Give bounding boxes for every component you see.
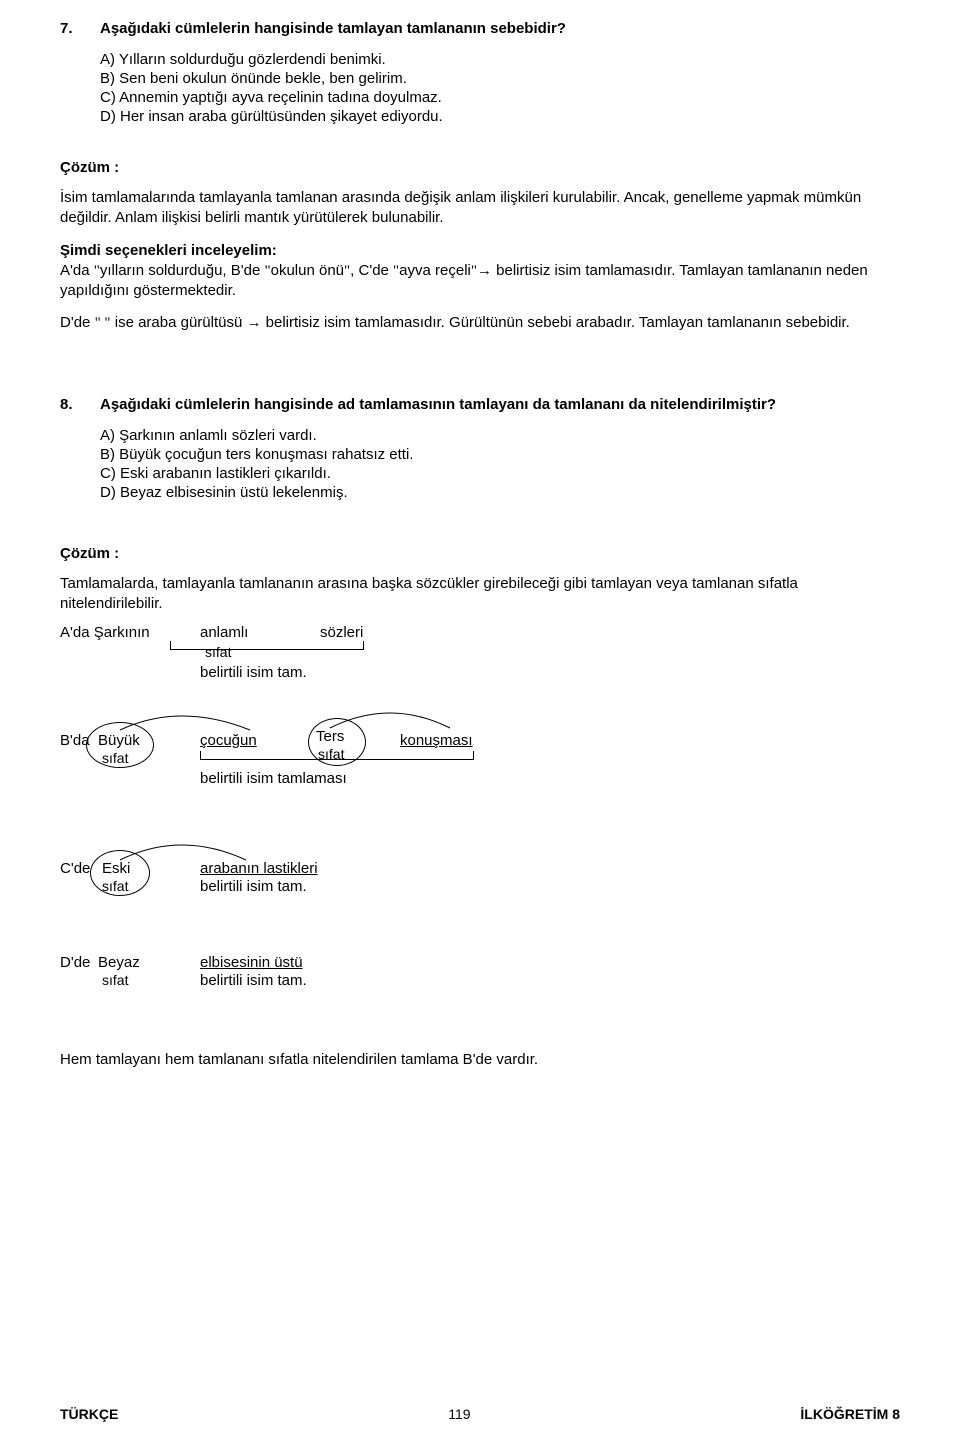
diagD-word-beyaz: Beyaz [98,954,140,971]
diagB-sifat1: sıfat [102,750,128,766]
diagA-sifat: sıfat [205,644,231,660]
cozum8-p1: Tamlamalarda, tamlayanla tamlananın aras… [60,574,900,615]
diagB-note: belirtili isim tamlaması [200,770,347,787]
q7-choice-b: B) Sen beni okulun önünde bekle, ben gel… [100,70,900,87]
diagB-bracket [200,751,474,760]
diagram-d: D'de Beyaz sıfat elbisesinin üstü belirt… [60,950,900,1008]
diagram-c: C'de Eski sıfat arabanın lastikleri beli… [60,856,900,914]
page: 7. Aşağıdaki cümlelerin hangisinde tamla… [0,0,960,1450]
q8-choices: A) Şarkının anlamlı sözleri vardı. B) Bü… [100,427,900,501]
cozum8-p2: Hem tamlayanı hem tamlananı sıfatla nite… [60,1050,900,1070]
diagB-word-cocugun: çocuğun [200,732,257,749]
q7-choice-d: D) Her insan araba gürültüsünden şikayet… [100,108,900,125]
diagB-word-konusmasi: konuşması [400,732,473,749]
q8-number: 8. [60,396,100,413]
q7-choice-c: C) Annemin yaptığı ayva reçelinin tadına… [100,89,900,106]
diagD-sifat: sıfat [102,972,128,988]
diagram-a: A'da Şarkının anlamlı sözleri sıfat beli… [60,624,900,696]
cozum7-p2: A'da "yılların soldurduğu, B'de "okulun … [60,262,868,299]
footer-right: İLKÖĞRETİM 8 [800,1406,900,1422]
diagrams: A'da Şarkının anlamlı sözleri sıfat beli… [60,624,900,1008]
diagC-label: C'de [60,860,90,877]
q7-text: Aşağıdaki cümlelerin hangisinde tamlayan… [100,20,566,37]
q8-choice-c: C) Eski arabanın lastikleri çıkarıldı. [100,465,900,482]
q7-choices: A) Yılların soldurduğu gözlerdendi benim… [100,51,900,125]
diagB-word-buyuk: Büyük [98,732,140,749]
cozum7-heading: Çözüm : [60,159,900,176]
footer-page-number: 119 [448,1406,470,1422]
q8-choice-b: B) Büyük çocuğun ters konuşması rahatsız… [100,446,900,463]
cozum8-heading: Çözüm : [60,545,900,562]
diagram-b: B'da Büyük sıfat çocuğun Ters sıfat konu… [60,726,900,818]
question-7: 7. Aşağıdaki cümlelerin hangisinde tamla… [60,20,900,125]
q8-text: Aşağıdaki cümlelerin hangisinde ad tamla… [100,396,776,413]
diagC-sifat: sıfat [102,878,128,894]
diagC-word-eski: Eski [102,860,130,877]
diagB-word-ters: Ters [316,728,344,745]
cozum7-p3: D'de " " ise araba gürültüsü → belirtisi… [60,313,900,333]
q7-heading: 7. Aşağıdaki cümlelerin hangisinde tamla… [60,20,900,37]
cozum7-subhead: Şimdi seçenekleri inceleyelim: [60,242,277,259]
diagD-note: belirtili isim tam. [200,972,307,989]
diagB-label: B'da [60,732,90,749]
diagD-label: D'de [60,954,90,971]
q8-heading: 8. Aşağıdaki cümlelerin hangisinde ad ta… [60,396,900,413]
q8-choice-d: D) Beyaz elbisesinin üstü lekelenmiş. [100,484,900,501]
diagA-note: belirtili isim tam. [200,664,307,681]
diagA-label: A'da Şarkının [60,624,150,641]
diagD-word-elbisesinin: elbisesinin üstü [200,954,303,971]
diagC-note: belirtili isim tam. [200,878,307,895]
q7-choice-a: A) Yılların soldurduğu gözlerdendi benim… [100,51,900,68]
q8-choice-a: A) Şarkının anlamlı sözleri vardı. [100,427,900,444]
footer-left: TÜRKÇE [60,1406,118,1422]
diagA-word-sozleri: sözleri [320,624,363,641]
q7-number: 7. [60,20,100,37]
question-8: 8. Aşağıdaki cümlelerin hangisinde ad ta… [60,396,900,501]
page-footer: TÜRKÇE 119 İLKÖĞRETİM 8 [60,1406,900,1422]
cozum7-p1: İsim tamlamalarında tamlayanla tamlanan … [60,188,900,229]
diagA-word-anlamli: anlamlı [200,624,248,641]
diagA-bracket [170,641,364,650]
cozum7-explain: Şimdi seçenekleri inceleyelim: A'da "yıl… [60,241,900,302]
diagC-word-arabanin: arabanın lastikleri [200,860,318,877]
